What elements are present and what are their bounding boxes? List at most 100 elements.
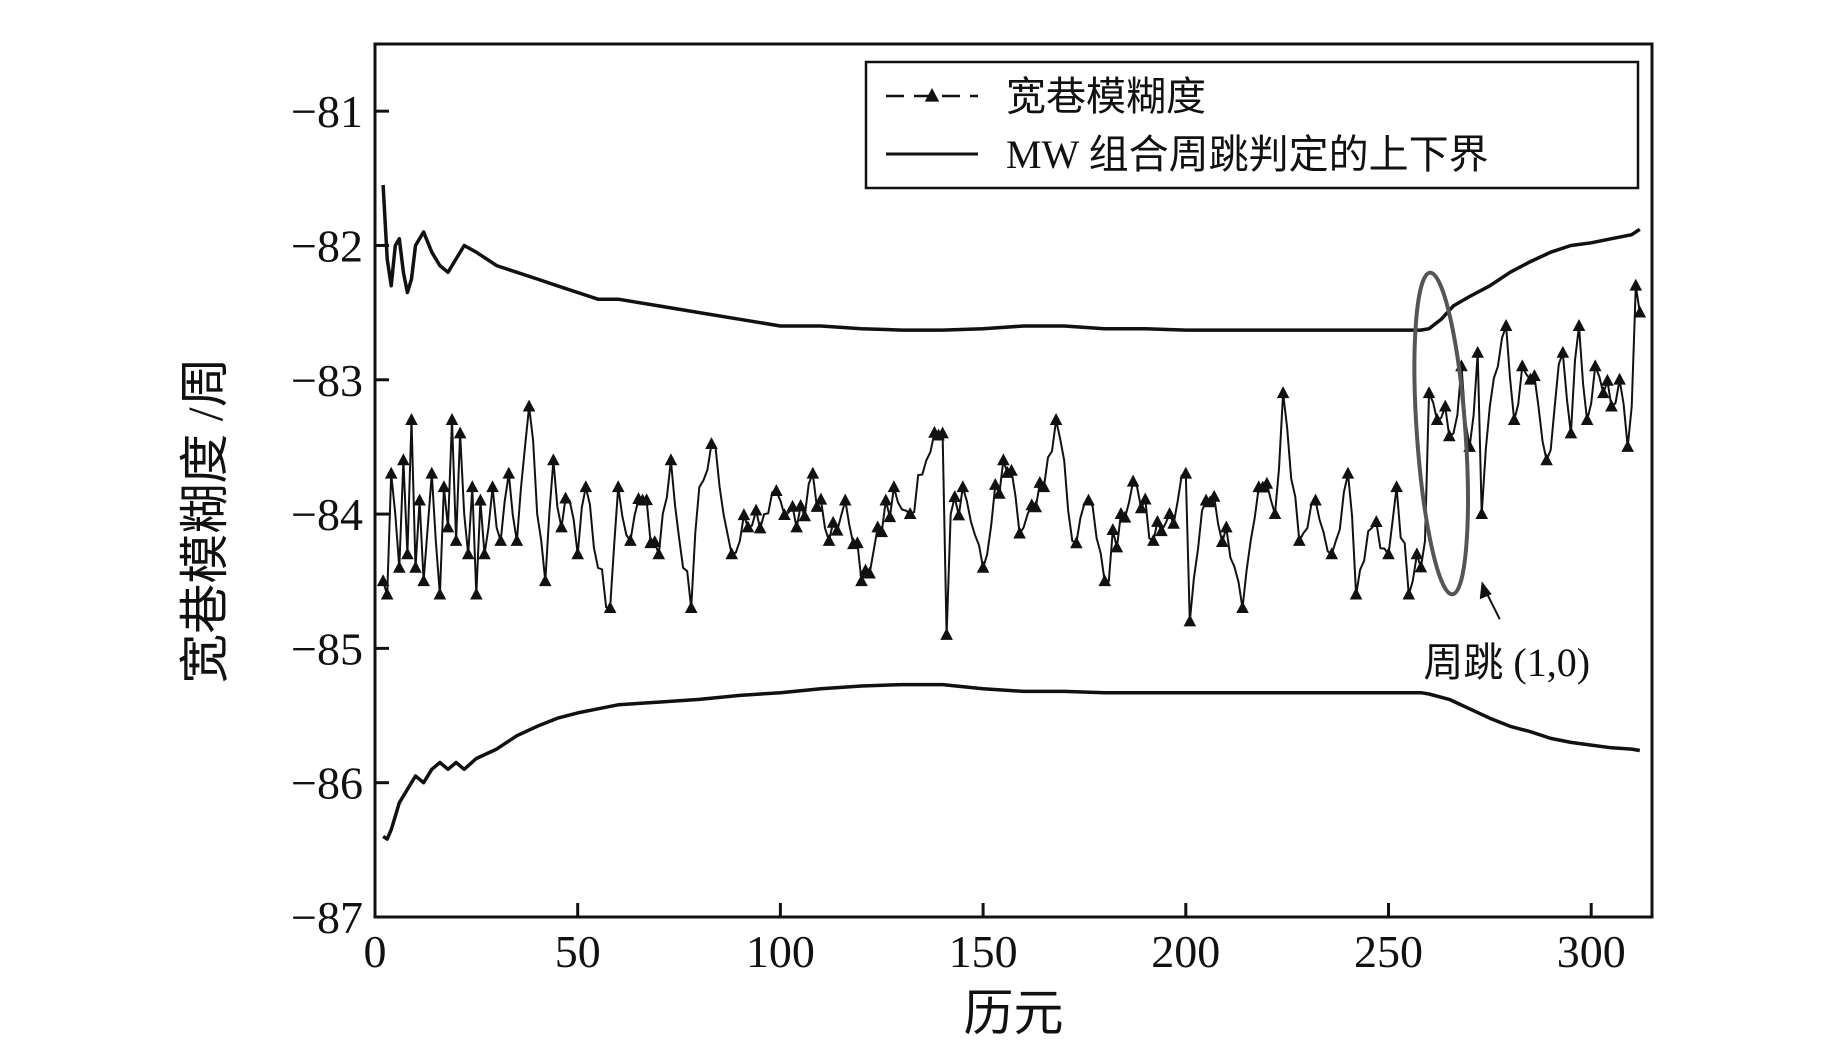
ambiguity-point xyxy=(705,437,718,450)
ambiguity-point xyxy=(486,480,499,493)
y-tick-label: −82 xyxy=(291,220,363,271)
ambiguity-point xyxy=(652,547,666,560)
ambiguity-point xyxy=(640,493,653,506)
ambiguity-point xyxy=(1155,524,1168,537)
ambiguity-point xyxy=(1179,466,1193,479)
ambiguity-point xyxy=(1029,500,1043,513)
ambiguity-point xyxy=(1268,507,1282,519)
ambiguity-point xyxy=(441,520,455,533)
ambiguity-point xyxy=(1260,476,1274,489)
ambiguity-point xyxy=(1134,501,1148,514)
ambiguity-point xyxy=(988,478,1002,490)
ambiguity-point xyxy=(1005,463,1018,476)
ambiguity-point xyxy=(559,491,572,504)
ambiguity-point xyxy=(851,536,864,549)
ambiguity-point xyxy=(684,601,698,613)
ambiguity-point xyxy=(1402,587,1416,600)
ambiguity-point xyxy=(976,560,990,573)
ambiguity-point xyxy=(538,574,552,587)
cycle-slip-label: 周跳 (1,0) xyxy=(1423,640,1590,685)
ambiguity-point xyxy=(478,547,491,560)
ambiguity-point xyxy=(887,480,901,493)
ambiguity-point xyxy=(1183,614,1197,627)
ambiguity-point xyxy=(1390,480,1403,493)
ambiguity-point xyxy=(465,480,479,493)
ambiguity-point xyxy=(725,547,739,560)
y-tick-label: −84 xyxy=(291,489,363,540)
ambiguity-point xyxy=(855,574,868,587)
ambiguity-point xyxy=(1633,305,1647,318)
ambiguity-point xyxy=(1499,319,1513,331)
ambiguity-point xyxy=(1580,413,1594,425)
ambiguity-point xyxy=(997,453,1010,466)
ambiguity-point xyxy=(437,480,451,493)
ambiguity-point xyxy=(1471,345,1484,358)
ambiguity-point xyxy=(1215,535,1229,547)
ambiguity-point xyxy=(1276,386,1290,399)
ambiguity-point xyxy=(810,500,824,512)
ambiguity-point xyxy=(952,508,966,521)
ambiguity-point xyxy=(1163,507,1176,519)
cycle-slip-ellipse xyxy=(1412,270,1470,597)
ambiguity-point xyxy=(1507,413,1521,425)
ambiguity-point xyxy=(449,533,463,546)
ambiguity-point xyxy=(1151,514,1164,527)
x-axis-label: 历元 xyxy=(964,985,1064,1041)
ambiguity-point xyxy=(405,413,418,425)
ambiguity-point xyxy=(611,480,625,493)
ambiguity-point xyxy=(826,515,840,528)
ambiguity-point xyxy=(648,535,662,548)
y-tick-label: −83 xyxy=(291,355,363,406)
x-tick-label: 200 xyxy=(1151,926,1220,977)
ambiguity-point xyxy=(1207,489,1221,502)
y-tick-label: −85 xyxy=(291,623,363,674)
y-tick-label: −81 xyxy=(291,86,363,137)
ambiguity-point xyxy=(879,493,893,506)
ambiguity-point xyxy=(1118,510,1132,523)
ambiguity-point xyxy=(1070,536,1083,549)
ambiguity-point xyxy=(417,574,430,587)
ambiguity-point xyxy=(409,560,422,573)
ambiguity-point xyxy=(579,480,593,493)
ambiguity-point xyxy=(1049,413,1063,425)
legend-triangle-marker xyxy=(924,88,940,102)
ambiguity-point xyxy=(1422,386,1436,399)
ambiguity-point xyxy=(838,493,852,506)
legend-box xyxy=(864,60,1640,190)
ambiguity-point xyxy=(875,525,889,538)
ambiguity-point xyxy=(376,574,390,587)
x-tick-label: 150 xyxy=(949,926,1018,977)
ambiguity-point xyxy=(770,484,783,497)
ambiguity-point xyxy=(1528,369,1541,381)
x-tick-label: 100 xyxy=(746,926,815,977)
wide-lane-ambiguity-line xyxy=(382,285,1641,636)
ambiguity-point xyxy=(1370,515,1383,528)
upper-bound-line xyxy=(381,184,1641,332)
plot-frame xyxy=(373,42,1654,919)
ambiguity-point xyxy=(1475,507,1489,519)
ambiguity-point xyxy=(1309,493,1322,506)
ambiguity-point xyxy=(1325,547,1339,560)
ambiguity-point xyxy=(1293,533,1306,546)
ambiguity-point xyxy=(1382,547,1395,560)
ambiguity-point xyxy=(624,533,637,546)
ambiguity-point xyxy=(1588,359,1602,372)
y-tick-label: −86 xyxy=(291,758,363,809)
ambiguity-point xyxy=(1098,574,1112,587)
legend: 宽巷模糊度 MW 组合周跳判定的上下界 xyxy=(864,60,1640,190)
ambiguity-point xyxy=(664,453,678,466)
ambiguity-point xyxy=(1410,547,1424,560)
ambiguity-point xyxy=(1597,386,1610,399)
ambiguity-point xyxy=(1236,601,1249,613)
ambiguity-point xyxy=(502,466,516,479)
ambiguity-point xyxy=(948,490,962,502)
ambiguity-point xyxy=(1167,516,1180,529)
ambiguity-point xyxy=(956,480,970,493)
ambiguity-point xyxy=(1605,399,1618,412)
ambiguity-point xyxy=(936,426,949,439)
y-axis-label: 宽巷模糊度 /周 xyxy=(177,357,233,683)
ambiguity-point xyxy=(940,627,953,640)
ambiguity-point xyxy=(883,510,897,523)
ambiguity-point xyxy=(1147,533,1160,546)
